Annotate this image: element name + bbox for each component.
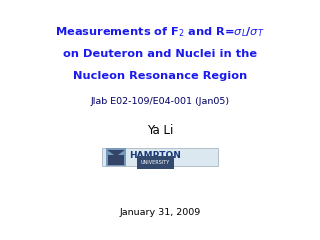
Text: Measurements of F$_2$ and R=$\sigma_L$/$\sigma_T$: Measurements of F$_2$ and R=$\sigma_L$/$… bbox=[55, 25, 265, 39]
Polygon shape bbox=[107, 150, 125, 156]
Text: Jlab E02-109/E04-001 (Jan05): Jlab E02-109/E04-001 (Jan05) bbox=[91, 97, 229, 107]
Text: on Deuteron and Nuclei in the: on Deuteron and Nuclei in the bbox=[63, 49, 257, 59]
Text: January 31, 2009: January 31, 2009 bbox=[119, 208, 201, 217]
Text: HAMPTON: HAMPTON bbox=[129, 150, 181, 160]
Text: UNIVERSITY: UNIVERSITY bbox=[140, 160, 170, 165]
Text: Ya Li: Ya Li bbox=[147, 124, 173, 137]
Bar bbox=[108, 155, 124, 165]
Bar bbox=[102, 148, 218, 166]
Text: Nucleon Resonance Region: Nucleon Resonance Region bbox=[73, 71, 247, 81]
Bar bbox=[106, 148, 126, 166]
